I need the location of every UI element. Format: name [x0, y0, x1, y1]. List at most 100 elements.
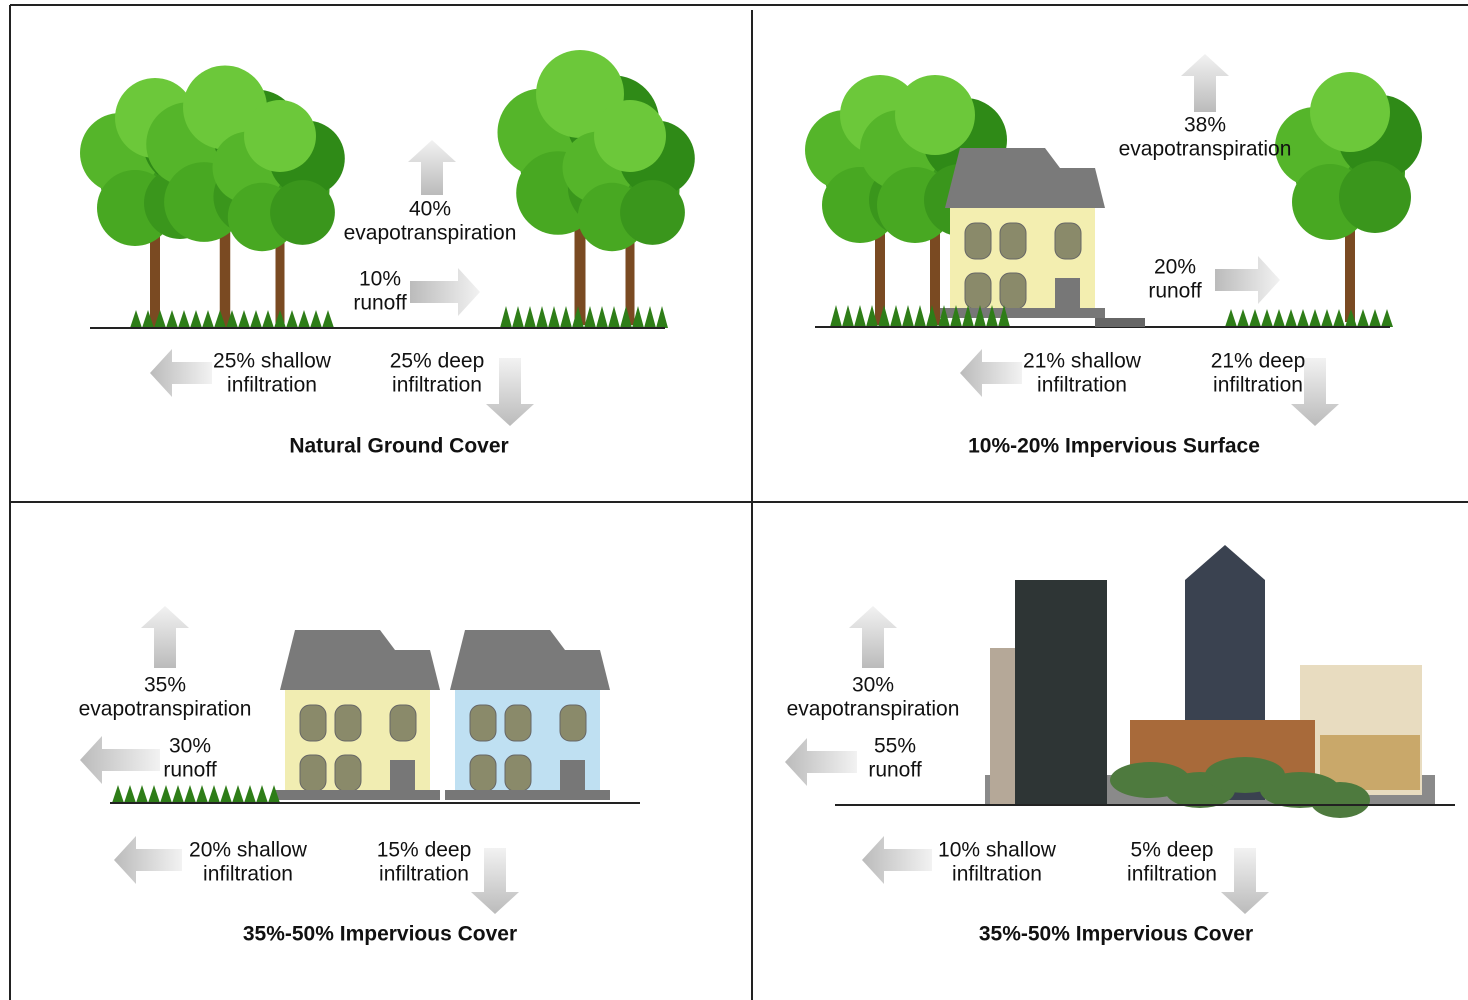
tree-foliage: [270, 180, 335, 245]
arrow: [862, 836, 932, 884]
shallow-infiltration-label: 25% shallow: [213, 350, 332, 373]
arrow: [114, 836, 182, 884]
shallow-infiltration-label: 20% shallow: [189, 839, 308, 862]
runoff-label: 10%: [359, 268, 401, 291]
arrow: [1291, 358, 1339, 426]
evapotranspiration-label: evapotranspiration: [787, 698, 960, 721]
house-window: [299, 704, 327, 742]
house-window: [299, 754, 327, 792]
house-window: [504, 754, 532, 792]
panel-title: Natural Ground Cover: [289, 435, 508, 458]
tree-trunk: [930, 215, 940, 325]
house-base: [445, 790, 610, 800]
house-window: [964, 222, 992, 260]
deep-infiltration-label: infiltration: [1127, 863, 1217, 886]
grass: [130, 310, 334, 328]
evapotranspiration-label: 30%: [852, 674, 894, 697]
tree-trunk: [275, 226, 285, 325]
arrow: [471, 848, 519, 914]
house-door: [1055, 278, 1080, 308]
house-door: [390, 760, 415, 790]
grass: [112, 785, 280, 803]
shallow-infiltration-label: infiltration: [227, 374, 317, 397]
tree-trunk: [574, 204, 586, 325]
house-roof: [945, 148, 1105, 208]
arrow: [1215, 256, 1280, 304]
arrow: [486, 358, 534, 426]
tree-foliage: [620, 180, 685, 245]
house-window: [469, 754, 497, 792]
house-window: [559, 704, 587, 742]
building: [1320, 735, 1420, 790]
evapotranspiration-label: 40%: [409, 198, 451, 221]
house-roof: [280, 630, 440, 690]
runoff-label: 20%: [1154, 256, 1196, 279]
evapotranspiration-label: evapotranspiration: [344, 222, 517, 245]
house-window: [469, 704, 497, 742]
evapotranspiration-label: 38%: [1184, 114, 1226, 137]
deep-infiltration-label: 5% deep: [1131, 839, 1214, 862]
tree-foliage: [594, 100, 666, 172]
deep-infiltration-label: 25% deep: [390, 350, 485, 373]
evapotranspiration-label: 35%: [144, 674, 186, 697]
house-window: [334, 754, 362, 792]
runoff-label: runoff: [868, 759, 921, 782]
arrow: [785, 738, 857, 786]
grass: [830, 305, 1010, 327]
tree-trunk: [150, 218, 160, 328]
arrow: [1181, 54, 1229, 112]
arrow: [960, 349, 1022, 397]
shallow-infiltration-label: infiltration: [203, 863, 293, 886]
grass: [1225, 309, 1393, 327]
tree-trunk: [875, 215, 885, 325]
panel-title: 35%-50% Impervious Cover: [979, 923, 1253, 946]
runoff-label: runoff: [1148, 280, 1201, 303]
tree-foliage: [1310, 72, 1390, 152]
runoff-label: runoff: [353, 292, 406, 315]
house-door: [560, 760, 585, 790]
arrow: [410, 268, 480, 316]
evapotranspiration-label: evapotranspiration: [1119, 138, 1292, 161]
house-window: [389, 704, 417, 742]
shallow-infiltration-label: 10% shallow: [938, 839, 1057, 862]
house-base: [940, 308, 1105, 318]
deep-infiltration-label: infiltration: [1213, 374, 1303, 397]
building: [1015, 580, 1107, 805]
arrow: [1221, 848, 1269, 914]
shrub: [1310, 782, 1370, 818]
arrow: [150, 349, 212, 397]
runoff-label: 55%: [874, 735, 916, 758]
house-window: [964, 272, 992, 310]
arrow: [80, 736, 160, 784]
frame: [9, 4, 1468, 1000]
house-roof: [450, 630, 610, 690]
labels: Natural Ground Cover40%evapotranspiratio…: [79, 114, 1306, 946]
tree-foliage: [244, 100, 316, 172]
house-base: [275, 790, 440, 800]
shallow-infiltration-label: infiltration: [1037, 374, 1127, 397]
arrow: [141, 606, 189, 668]
grass: [500, 306, 668, 328]
house-window: [1054, 222, 1082, 260]
house-window: [504, 704, 532, 742]
driveway: [1095, 318, 1145, 327]
arrow: [408, 140, 456, 195]
arrow: [849, 606, 897, 668]
deep-infiltration-label: 15% deep: [377, 839, 472, 862]
scenery: [80, 50, 1455, 818]
shallow-infiltration-label: infiltration: [952, 863, 1042, 886]
panel-title: 10%-20% Impervious Surface: [968, 435, 1260, 458]
deep-infiltration-label: infiltration: [379, 863, 469, 886]
runoff-label: runoff: [163, 759, 216, 782]
shallow-infiltration-label: 21% shallow: [1023, 350, 1142, 373]
tree-foliage: [895, 75, 975, 155]
tree-trunk: [1345, 212, 1355, 322]
evapotranspiration-label: evapotranspiration: [79, 698, 252, 721]
panel-title: 35%-50% Impervious Cover: [243, 923, 517, 946]
runoff-label: 30%: [169, 735, 211, 758]
tree-foliage: [1339, 161, 1411, 233]
house-window: [999, 272, 1027, 310]
tree-trunk: [625, 226, 635, 325]
arrows: [80, 54, 1339, 914]
